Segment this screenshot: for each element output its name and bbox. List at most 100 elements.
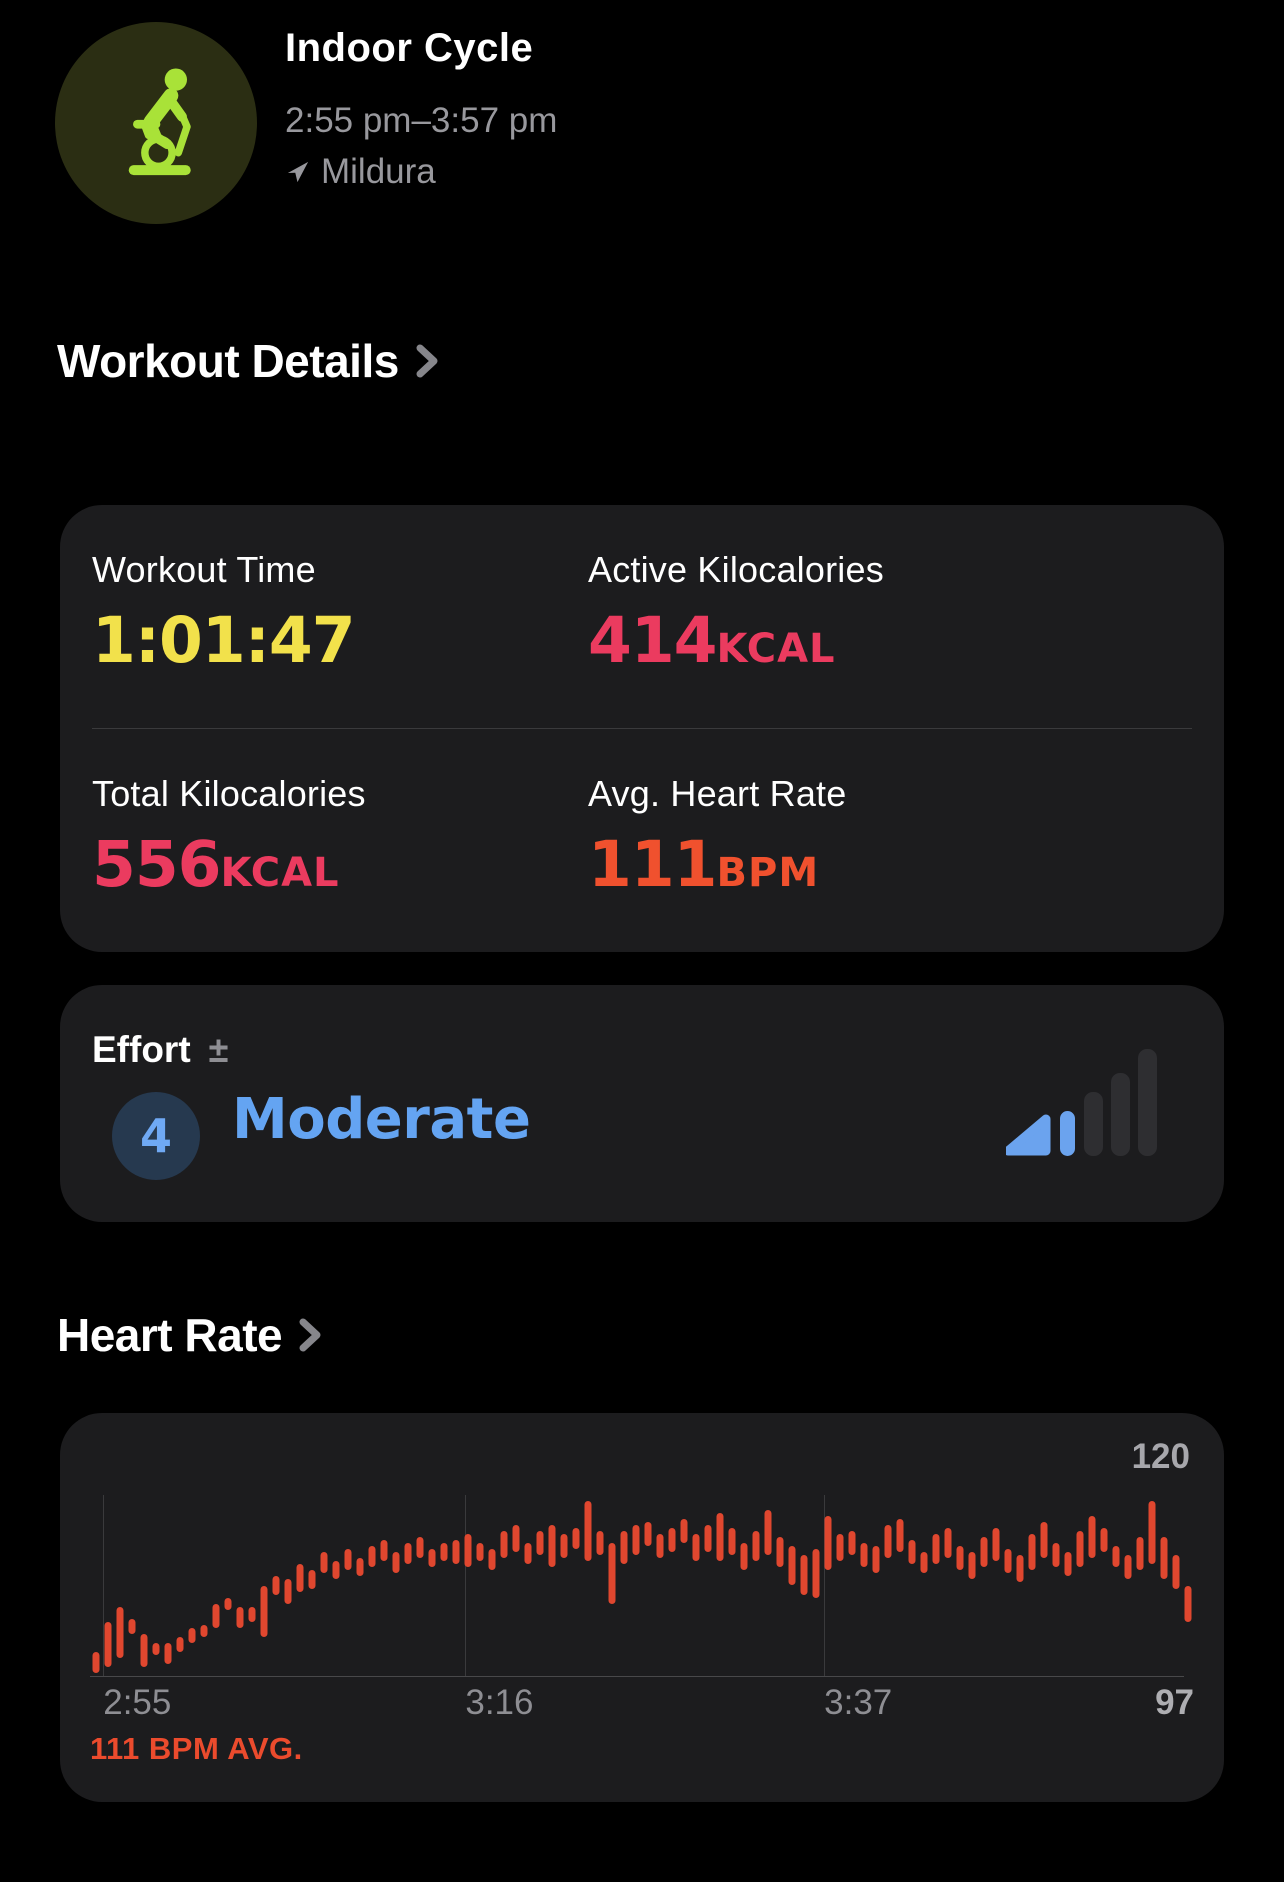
hr-bar xyxy=(1040,1522,1048,1559)
hr-bar xyxy=(1160,1537,1168,1580)
hr-bar xyxy=(524,1543,532,1565)
hr-bar xyxy=(512,1525,520,1553)
hr-bar xyxy=(164,1642,172,1664)
hr-bar xyxy=(404,1543,412,1565)
metric-label: Active Kilocalories xyxy=(588,549,884,590)
hr-gridline xyxy=(465,1495,467,1676)
hr-bar xyxy=(92,1651,100,1673)
hr-bar xyxy=(764,1510,772,1556)
hr-bar xyxy=(368,1546,376,1568)
metric-unit: BPM xyxy=(716,850,820,896)
hr-bar xyxy=(728,1528,736,1556)
hr-axis-ticks: 97 2:55 3:16 3:37 xyxy=(90,1683,1194,1727)
hr-bar xyxy=(680,1519,688,1544)
heart-rate-chart xyxy=(90,1495,1194,1677)
hr-bar xyxy=(1184,1585,1192,1622)
hr-last-value-label: 97 xyxy=(1155,1683,1194,1722)
hr-bar xyxy=(488,1549,496,1571)
hr-bar xyxy=(152,1642,160,1655)
location-name: Mildura xyxy=(321,152,436,191)
heart-rate-heading-row[interactable]: Heart Rate xyxy=(57,1308,324,1362)
metric-unit: KCAL xyxy=(716,626,836,672)
hr-bar xyxy=(1064,1552,1072,1577)
hr-bar xyxy=(644,1522,652,1547)
hr-bar xyxy=(1028,1534,1036,1571)
location-row: Mildura xyxy=(285,152,436,192)
hr-bar xyxy=(1088,1516,1096,1559)
workout-details-card: Workout Time 1:01:47 Active Kilocalories… xyxy=(60,505,1224,952)
hr-bar xyxy=(1016,1555,1024,1583)
hr-bar xyxy=(1052,1543,1060,1568)
hr-baseline xyxy=(90,1676,1184,1677)
effort-rating-label: Moderate xyxy=(232,1087,531,1152)
hr-bar xyxy=(800,1555,808,1595)
workout-details-heading-row[interactable]: Workout Details xyxy=(57,334,441,388)
location-arrow-icon xyxy=(287,161,309,183)
hr-bar xyxy=(224,1597,232,1610)
hr-bar xyxy=(1124,1555,1132,1580)
hr-bar xyxy=(788,1546,796,1586)
hr-bar xyxy=(284,1579,292,1604)
hr-bar xyxy=(956,1546,964,1571)
hr-gridline xyxy=(824,1495,826,1676)
metric-value: 111BPM xyxy=(588,828,820,901)
effort-edit-icon[interactable]: ± xyxy=(208,1029,229,1070)
hr-tick-label: 3:37 xyxy=(824,1683,893,1722)
hr-bar xyxy=(920,1552,928,1574)
hr-bar xyxy=(212,1603,220,1628)
hr-bar xyxy=(1076,1531,1084,1568)
workout-time-range: 2:55 pm–3:57 pm xyxy=(285,101,558,140)
chevron-right-icon xyxy=(416,344,438,378)
hr-bar xyxy=(608,1543,616,1604)
hr-bar xyxy=(248,1606,256,1622)
hr-ymax-label: 120 xyxy=(1131,1437,1190,1476)
metric-label: Total Kilocalories xyxy=(92,773,366,814)
hr-bar xyxy=(704,1525,712,1553)
heart-rate-card: 120 97 2:55 3:16 3:37 111 BPM AVG. xyxy=(60,1413,1224,1802)
hr-bar xyxy=(1112,1546,1120,1568)
metric-value: 556KCAL xyxy=(92,828,340,901)
hr-bar xyxy=(632,1525,640,1556)
metrics-divider xyxy=(92,728,1192,729)
activity-avatar xyxy=(55,22,257,224)
hr-bar xyxy=(872,1546,880,1574)
hr-bar xyxy=(776,1537,784,1568)
hr-bar xyxy=(824,1516,832,1571)
hr-bar xyxy=(716,1513,724,1562)
workout-title: Indoor Cycle xyxy=(285,26,534,70)
hr-bar xyxy=(548,1525,556,1568)
metric-value: 414KCAL xyxy=(588,604,836,677)
hr-bar xyxy=(296,1564,304,1592)
hr-bar xyxy=(1136,1537,1144,1571)
hr-bar xyxy=(1100,1528,1108,1553)
hr-bar xyxy=(1172,1555,1180,1589)
hr-bar xyxy=(200,1624,208,1637)
hr-bar xyxy=(812,1549,820,1598)
effort-rating-value: 4 xyxy=(139,1109,172,1163)
hr-bar xyxy=(848,1531,856,1556)
hr-bar xyxy=(980,1537,988,1568)
hr-bar xyxy=(944,1528,952,1559)
hr-bar xyxy=(884,1525,892,1559)
hr-bar xyxy=(1148,1501,1156,1565)
metric-label: Workout Time xyxy=(92,549,316,590)
workout-details-heading: Workout Details xyxy=(57,335,399,387)
hr-bar xyxy=(560,1534,568,1559)
hr-bar xyxy=(464,1534,472,1568)
hr-bar xyxy=(416,1537,424,1559)
hr-bar xyxy=(380,1540,388,1562)
hr-gridline xyxy=(103,1495,105,1676)
hr-bar xyxy=(968,1552,976,1580)
hr-bar xyxy=(428,1549,436,1568)
metric-label: Avg. Heart Rate xyxy=(588,773,847,814)
hr-tick-label: 2:55 xyxy=(103,1683,172,1722)
effort-gauge-icon xyxy=(1006,1049,1157,1156)
hr-bar xyxy=(392,1552,400,1574)
hr-bar xyxy=(500,1531,508,1559)
effort-label: Effort xyxy=(92,1029,191,1070)
hr-bar xyxy=(740,1543,748,1571)
hr-bar xyxy=(1004,1549,1012,1574)
effort-card: Effort ± 4 Moderate xyxy=(60,985,1224,1222)
metric-value: 1:01:47 xyxy=(92,604,356,677)
